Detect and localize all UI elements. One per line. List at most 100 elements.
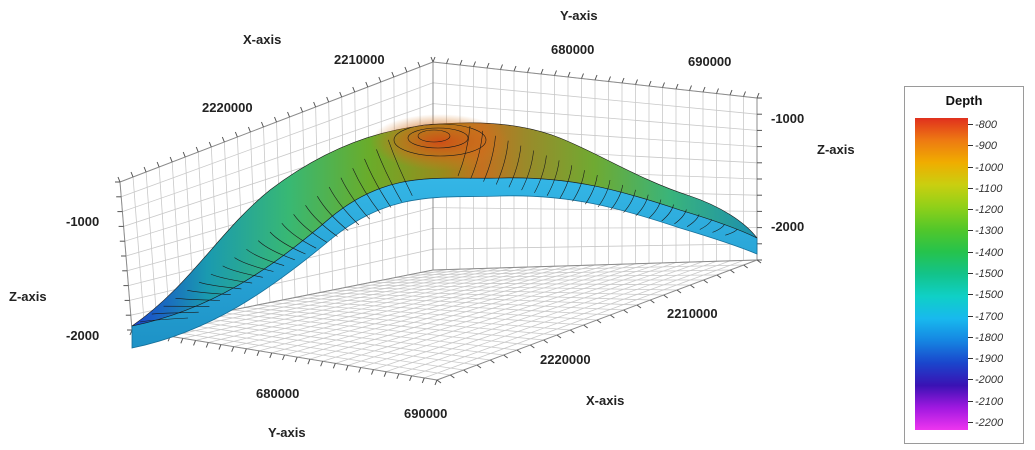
axis-ticks [115,56,762,386]
contour-line [317,196,349,231]
axis-tick [503,354,508,359]
axis-tick [282,354,285,361]
legend-tick-label: -1700 [975,310,1004,323]
contour-line [222,265,263,278]
legend-tick: -1500 [968,288,1023,302]
legend-tick: -1100 [968,182,1023,196]
x-tick-top-1: 2210000 [334,52,385,67]
axis-tick [274,116,277,123]
contour-line [246,248,285,266]
axis-tick [345,365,349,371]
contour-line [328,186,360,226]
axis-tick [117,176,121,183]
contour-line [139,317,189,323]
legend-tick-mark [968,400,973,402]
contour-line [457,125,471,177]
axis-tick [690,284,695,289]
axis-tick [716,274,722,279]
axis-tick [689,85,692,91]
contour-line [352,168,381,214]
contour-line [175,298,221,301]
grid-line [208,267,515,343]
legend-ticks: -800 -900 -1000 -1100 -1200 -1300 -1400 -1500 -1… [968,118,1023,430]
axis-tick [516,349,522,354]
contour-line [712,224,725,233]
contour-line [623,189,636,213]
axis-tick [208,141,212,148]
axis-tick [326,96,330,103]
axis-tick [218,344,222,350]
axis-tick [490,359,495,364]
grid-line [360,262,677,368]
frame-edge [432,259,758,271]
contour-line [210,273,253,284]
grid-line [322,263,636,362]
axis-tick [396,373,400,379]
axis-tick [130,171,134,178]
axis-tick [182,151,186,158]
grid-line [271,265,582,354]
grid-line [284,264,596,356]
grid-line [432,243,758,250]
contour-line [495,140,509,185]
legend-tick-mark [968,422,973,423]
axis-tick [352,86,356,93]
grid-line [424,260,744,379]
contour-line [610,184,623,210]
surface-crest [370,114,510,170]
contour-line [686,214,700,227]
depth-legend: Depth -800 -900 -1000 -1100 -1200 -1300 -1400-… [904,86,1024,444]
legend-tick-mark [968,336,973,338]
axis-tick [583,324,588,329]
legend-tick: -1700 [968,310,1023,324]
contour-line [305,205,338,237]
contour-line [661,204,674,222]
surface-top [131,122,758,327]
legend-tick: -2200 [968,416,1023,430]
legend-tick: -2100 [968,395,1023,409]
axis-tick [663,294,668,299]
x-axis-label-top: X-axis [243,32,281,47]
contour-line [508,145,522,188]
contour-line [674,209,687,225]
legend-tick-label: -1300 [975,225,1004,238]
axis-tick [294,356,298,363]
contour-line [269,231,306,255]
contour-line [340,177,370,220]
legend-tick-mark [968,315,973,317]
axis-tick [450,374,455,379]
legend-tick-mark [968,294,973,296]
legend-tick-label: -1200 [975,204,1004,217]
contour-line [699,219,713,230]
contour-line [597,179,611,208]
axis-tick [287,111,291,118]
contour-line [151,311,199,315]
contour-line [534,155,547,194]
axis-tick [409,375,413,382]
y-tick-bottom-1: 680000 [256,386,299,401]
axis-tick [702,86,706,93]
grid-line [386,261,704,373]
contour-line [725,228,738,236]
legend-tick-mark [968,251,973,253]
legend-tick: -2000 [968,373,1023,387]
axis-tick [434,379,438,386]
legend-tick-label: -2000 [975,374,1004,387]
legend-tick-label: -2200 [975,417,1004,429]
legend-tick-mark [968,187,973,189]
legend-tick-mark [968,145,973,147]
axis-tick [636,304,642,309]
axis-tick [500,64,503,70]
axis-tick [703,279,708,284]
contour-line [572,170,585,202]
contour-line [257,240,295,261]
axis-tick [540,68,544,75]
axis-tick [543,339,548,344]
axis-tick [473,61,476,67]
legend-tick: -1200 [968,203,1023,217]
axis-tick [486,62,490,69]
legend-tick: -1900 [968,352,1023,366]
contour-line [470,130,483,179]
y-axis-label-bottom: Y-axis [268,425,306,440]
axis-tick [300,106,304,113]
